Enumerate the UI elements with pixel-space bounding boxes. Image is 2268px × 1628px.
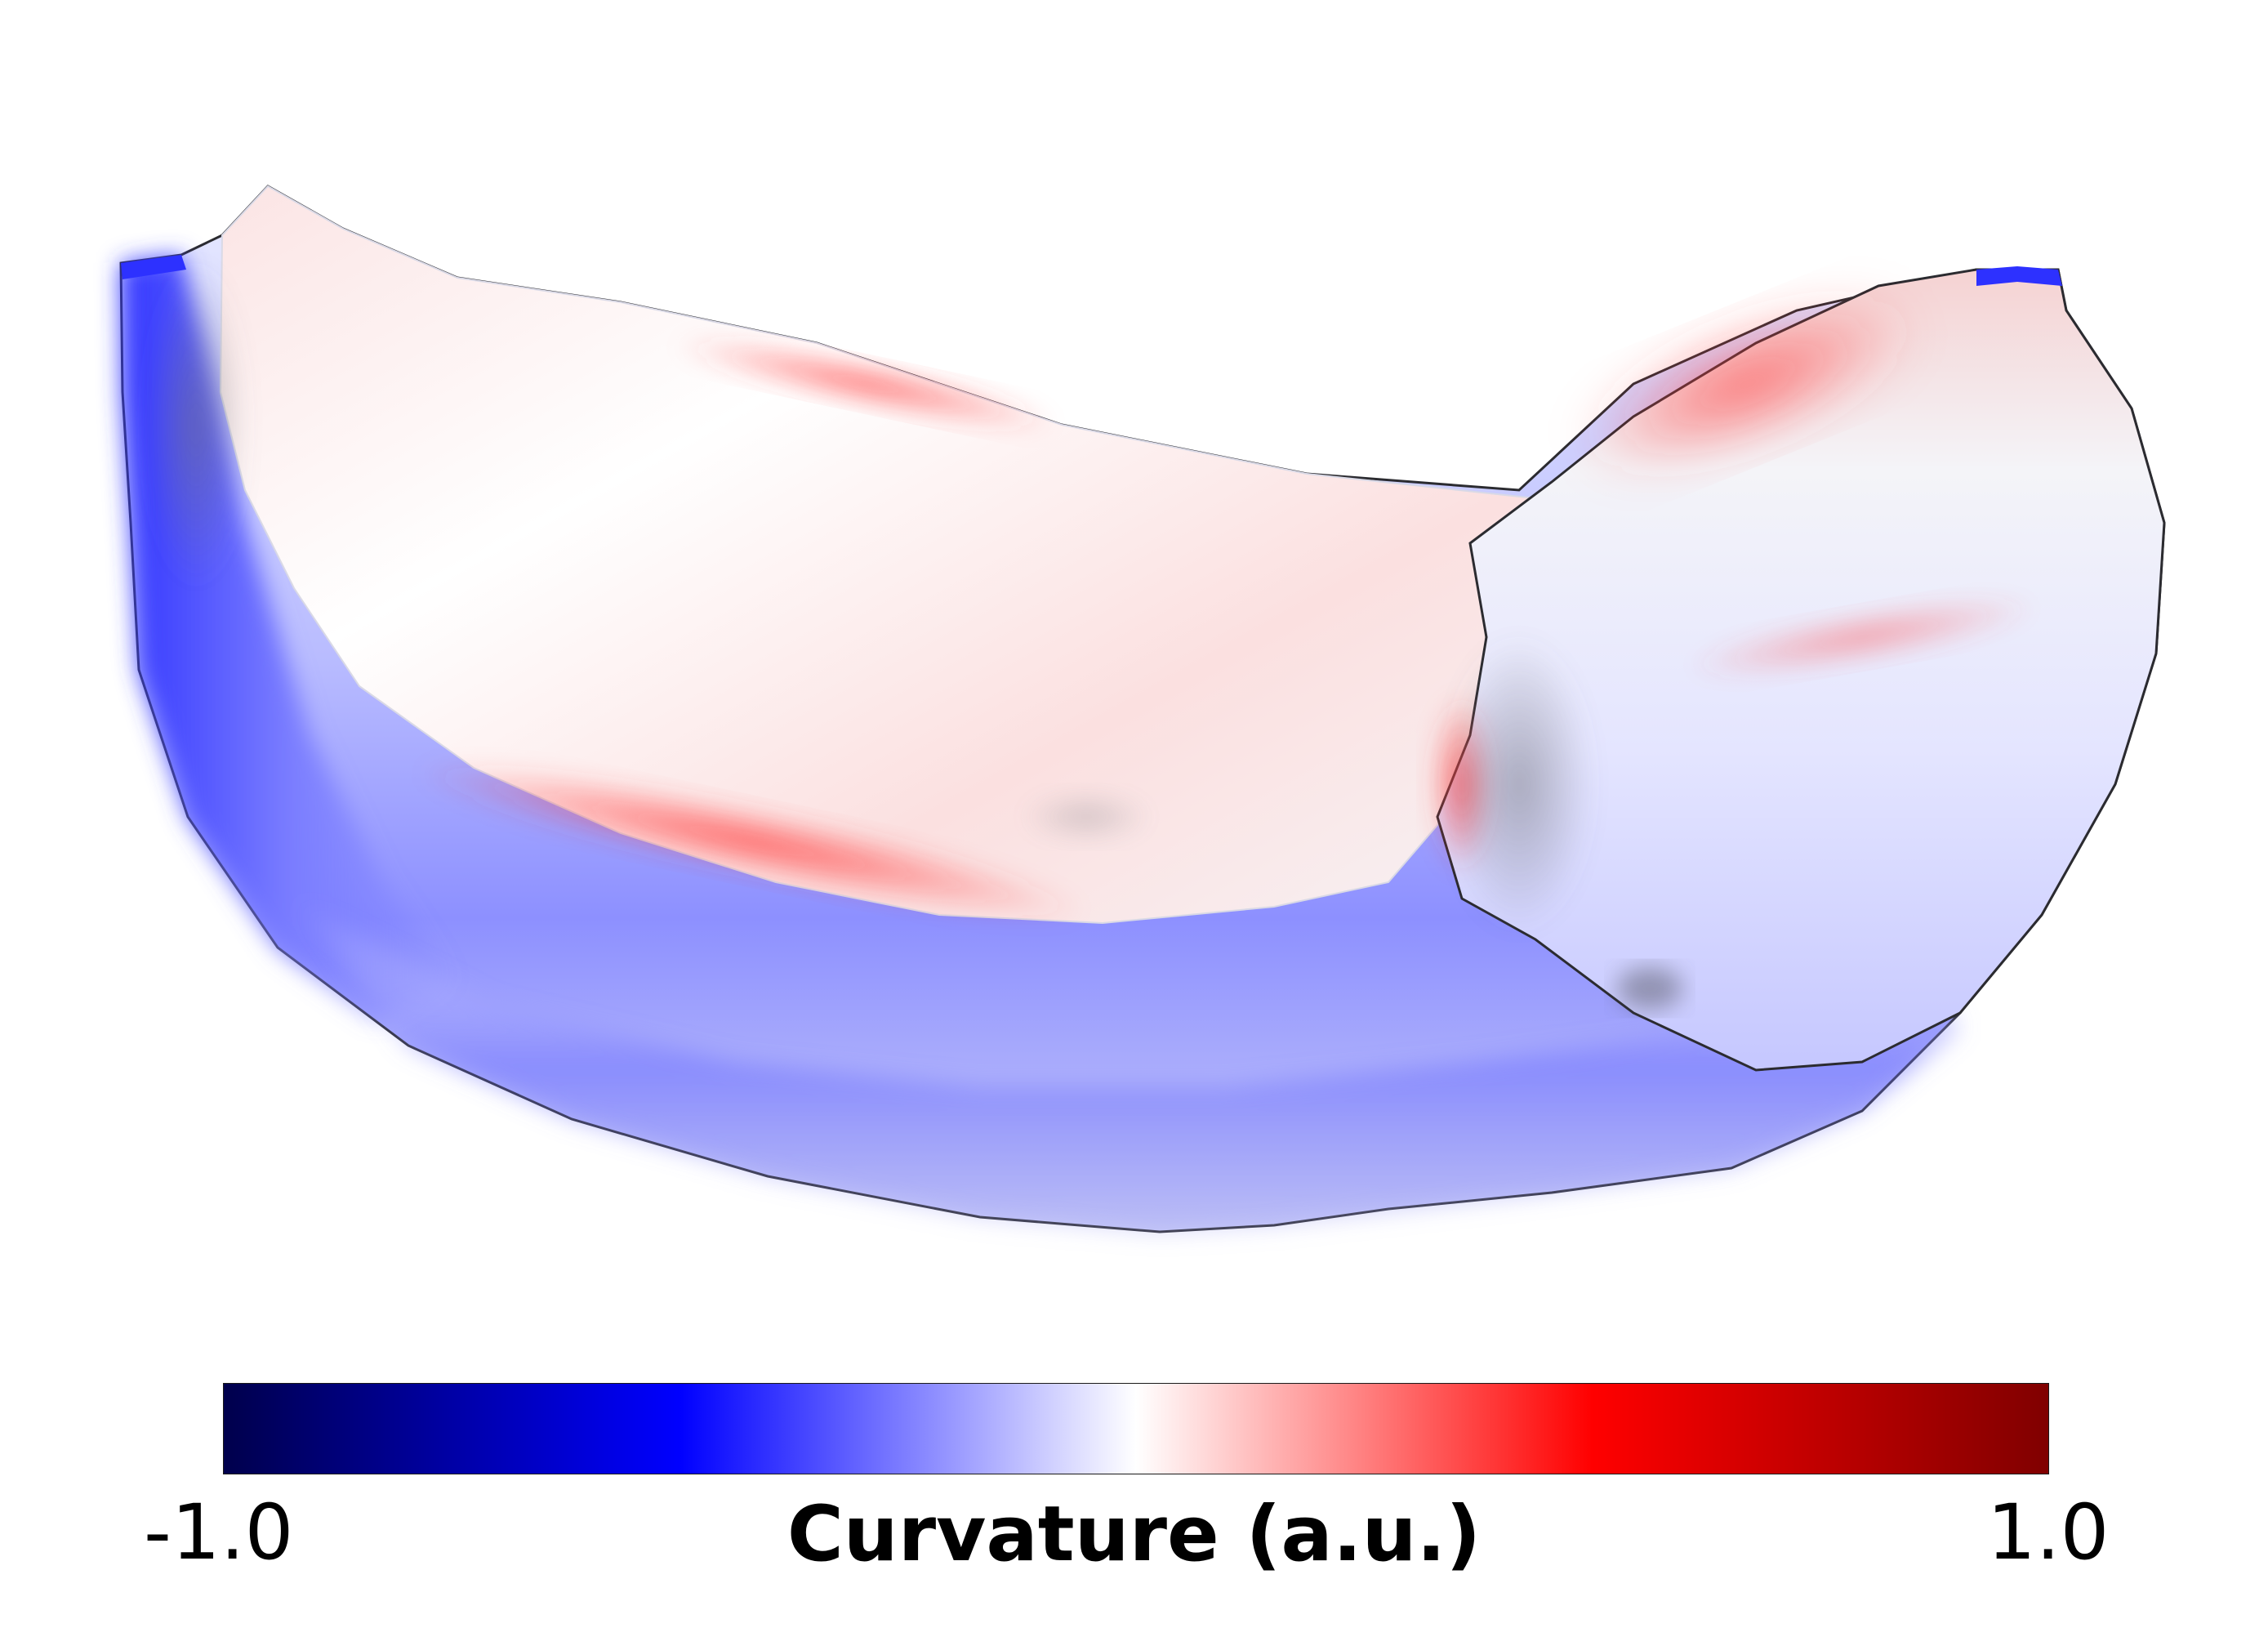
shell-right-lip [1976,266,2062,286]
crease-lobe-mid [1617,967,1682,1010]
colorbar-min-label: -1.0 [144,1488,294,1577]
crease-inner-mid [1021,792,1152,841]
colorbar-max-label: 1.0 [1987,1488,2110,1577]
shell-bottom-band [294,899,1960,1232]
red-rim-lobe-top [1580,298,1916,470]
red-rim-upper-edge [674,337,1058,430]
crease-left-top [147,261,245,588]
crease-fold-center [1446,637,1593,931]
colorbar [223,1383,2049,1474]
colorbar-title: Curvature (a.u.) [786,1490,1482,1579]
red-rim-inner-bottom [416,763,1087,920]
red-rim-lobe-band [1685,597,2039,677]
shell-left-lip [121,255,186,279]
